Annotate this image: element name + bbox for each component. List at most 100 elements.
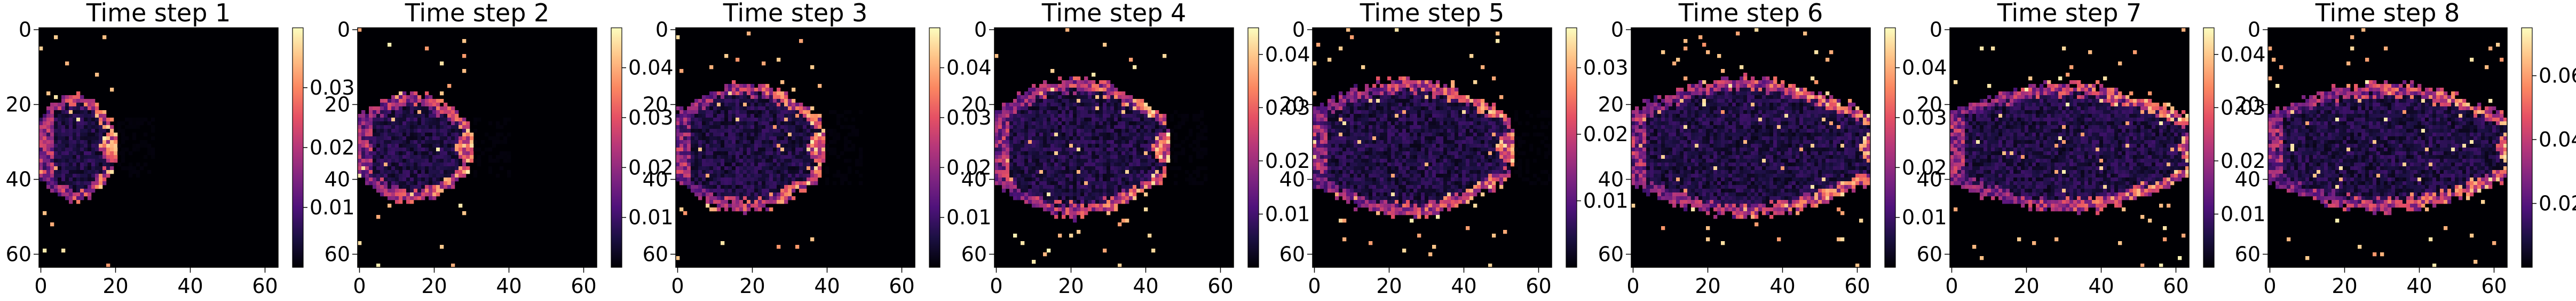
heatmap-cell — [799, 118, 803, 122]
heatmap-cell — [399, 177, 403, 182]
heatmap-cell — [788, 174, 792, 178]
heatmap-cell — [1469, 99, 1474, 103]
heatmap-cell — [747, 88, 751, 92]
heatmap-cell — [1103, 181, 1107, 186]
heatmap-cell — [833, 181, 837, 186]
heatmap-cell — [769, 129, 773, 133]
heatmap-cell — [1077, 148, 1081, 152]
heatmap-cell — [739, 144, 744, 148]
heatmap-cell — [758, 121, 762, 126]
heatmap-cell — [1398, 80, 1403, 84]
heatmap-cell — [803, 151, 807, 156]
heatmap-cell — [50, 118, 54, 122]
heatmap-cell — [429, 185, 433, 189]
heatmap-cell — [788, 151, 792, 156]
heatmap-cell — [721, 144, 725, 148]
heatmap-cell — [91, 118, 96, 122]
heatmap-cell — [95, 125, 99, 129]
heatmap-cell — [391, 121, 396, 126]
heatmap-cell — [61, 177, 66, 182]
heatmap-cell — [1088, 185, 1092, 189]
heatmap-cell — [73, 125, 77, 129]
heatmap-cell — [709, 192, 714, 197]
heatmap-cell — [1417, 103, 1421, 107]
heatmap-cell — [1148, 140, 1152, 144]
heatmap-cell — [1458, 133, 1463, 137]
heatmap-cell — [361, 129, 366, 133]
heatmap-cell — [1159, 136, 1163, 141]
heatmap-cell — [470, 136, 474, 141]
heatmap-cell — [65, 99, 69, 103]
heatmap-cell — [833, 129, 837, 133]
heatmap-cell — [1192, 140, 1197, 144]
heatmap-cell — [694, 110, 699, 114]
heatmap-cell — [1196, 170, 1200, 174]
heatmap-cell — [99, 136, 103, 141]
heatmap-cell — [1028, 114, 1032, 118]
heatmap-cell — [1036, 133, 1040, 137]
heatmap-cell — [1526, 133, 1530, 137]
heatmap-cell — [447, 136, 452, 141]
heatmap-cell — [814, 148, 818, 152]
heatmap-cell — [840, 174, 844, 178]
heatmap-cell — [1103, 88, 1107, 92]
heatmap-cell — [91, 163, 96, 167]
heatmap-cell — [436, 192, 440, 197]
heatmap-cell — [1148, 166, 1152, 171]
heatmap-cell — [496, 140, 500, 144]
heatmap-cell — [1451, 103, 1455, 107]
heatmap-cell — [447, 148, 452, 152]
heatmap-cell — [1092, 159, 1096, 163]
heatmap-cell — [76, 106, 81, 111]
heatmap-cell — [492, 140, 496, 144]
heatmap-cell — [773, 140, 777, 144]
heatmap-cell — [65, 95, 69, 99]
heatmap-cell — [687, 114, 691, 118]
heatmap-cell — [1185, 136, 1189, 141]
heatmap-cell — [1384, 121, 1388, 126]
heatmap-cell — [136, 121, 140, 126]
heatmap-cell — [732, 159, 736, 163]
heatmap-cell — [69, 125, 73, 129]
heatmap-cell — [1335, 144, 1339, 148]
heatmap-cell — [1200, 155, 1204, 159]
heatmap-cell — [754, 91, 758, 96]
heatmap-cell — [799, 136, 803, 141]
heatmap-cell — [807, 148, 811, 152]
heatmap-cell — [1440, 125, 1444, 129]
heatmap-cell — [1050, 177, 1055, 182]
heatmap-cell — [399, 189, 403, 193]
heatmap-cell — [1361, 125, 1365, 129]
heatmap-cell — [1088, 136, 1092, 141]
heatmap-cell — [713, 163, 717, 167]
heatmap-cell — [784, 170, 788, 174]
heatmap-cell — [365, 136, 369, 141]
heatmap-cell — [698, 166, 702, 171]
heatmap-cell — [1151, 129, 1156, 133]
x-tick-label: 0 — [671, 274, 684, 298]
heatmap-cell — [444, 177, 448, 182]
heatmap-cell — [713, 192, 717, 197]
heatmap-cell — [780, 103, 785, 107]
heatmap-cell — [1361, 99, 1365, 103]
heatmap-cell — [807, 110, 811, 114]
heatmap-cell — [1544, 110, 1548, 114]
heatmap-cell — [402, 110, 407, 114]
heatmap-cell — [1121, 133, 1126, 137]
heatmap-cell — [1047, 114, 1051, 118]
heatmap-cell — [788, 192, 792, 197]
heatmap-cell — [1320, 121, 1324, 126]
heatmap-cell — [1174, 136, 1178, 141]
heatmap-cell — [739, 99, 744, 103]
heatmap-cell — [1313, 136, 1317, 141]
heatmap-cell — [1121, 106, 1126, 111]
heatmap-cell — [855, 133, 859, 137]
heatmap-cell — [384, 189, 388, 193]
heatmap-cell — [1413, 129, 1418, 133]
heatmap-cell — [1054, 192, 1058, 197]
heatmap-cell — [429, 95, 433, 99]
heatmap-cell — [1428, 106, 1433, 111]
heatmap-cell — [1088, 114, 1092, 118]
heatmap-cell — [1009, 103, 1014, 107]
heatmap-cell — [769, 114, 773, 118]
